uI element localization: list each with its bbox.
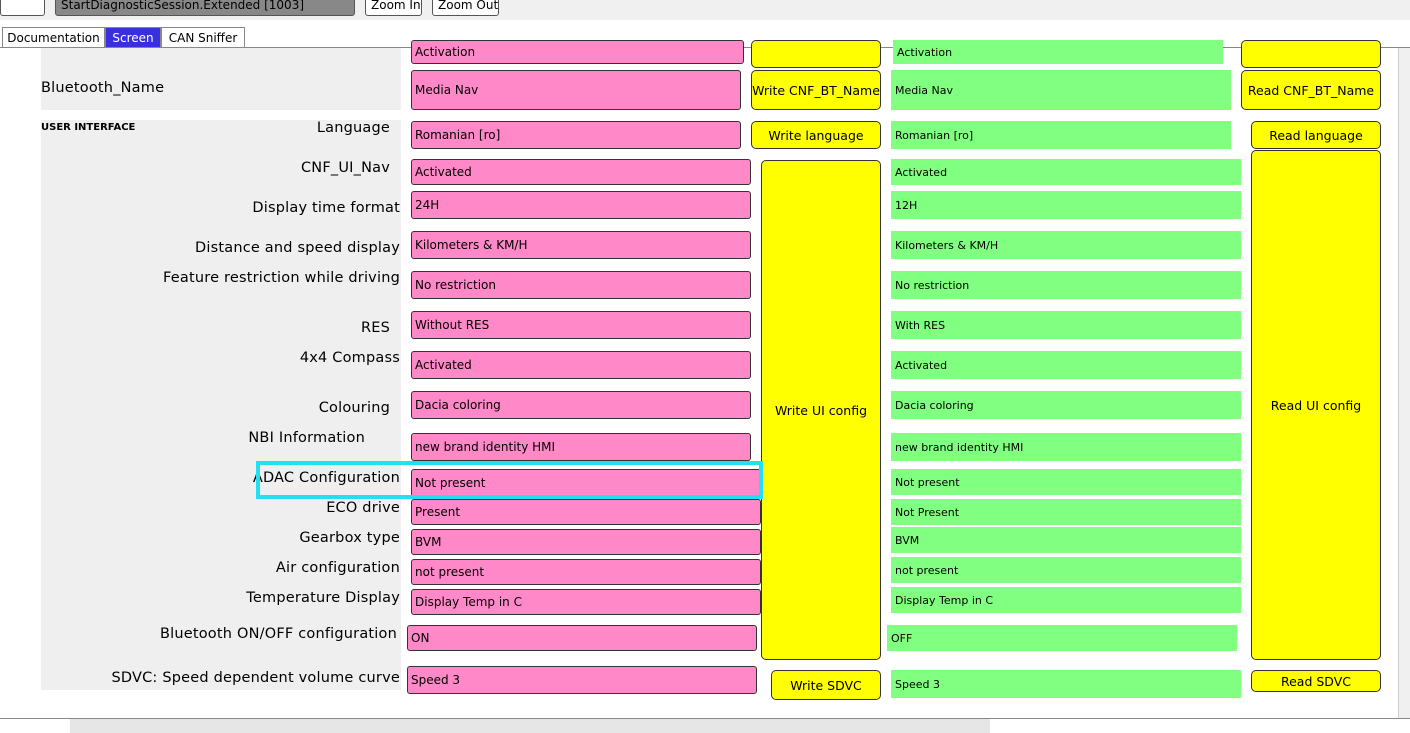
field-label: Display time format [252,200,400,216]
dropdown[interactable]: Present [411,499,761,525]
dropdown[interactable]: Activated [411,159,751,185]
read-value: Dacia coloring [891,391,1241,419]
read-value: Kilometers & KM/H [891,231,1241,259]
dropdown[interactable]: Media Nav [411,70,741,110]
zoom-out-button[interactable]: Zoom Out [432,0,499,16]
dropdown[interactable]: Speed 3 [407,666,757,694]
field-label: RES [360,320,390,336]
field-label: 4x4 Compass [299,350,400,366]
dropdown[interactable]: BVM [411,529,761,555]
dropdown[interactable]: Romanian [ro] [411,121,741,149]
field-label: Bluetooth ON/OFF configuration [159,626,397,642]
read-value: not present [891,557,1241,583]
tab-active[interactable]: Screen [105,27,161,48]
dropdown[interactable]: Display Temp in C [411,589,761,615]
dropdown[interactable]: No restriction [411,271,751,299]
field-label: ECO drive [326,500,400,516]
read-value: Activated [891,159,1241,185]
scrollbar[interactable] [1398,48,1410,718]
tab[interactable]: CAN Sniffer [161,27,245,48]
dropdown[interactable]: Activation [411,40,744,64]
label-panel [41,48,401,110]
read-value: With RES [891,311,1241,339]
read-value: Display Temp in C [891,587,1241,613]
horizontal-scrollbar[interactable] [70,719,990,733]
read-button[interactable]: Read SDVC [1251,670,1381,692]
highlight-box [256,461,763,499]
read-value: Romanian [ro] [891,121,1231,149]
session-dropdown[interactable]: StartDiagnosticSession.Extended [1003] [55,0,355,16]
dropdown[interactable]: 24H [411,191,751,219]
zoom-in-button[interactable]: Zoom In [365,0,422,16]
dropdown[interactable] [0,0,45,16]
dropdown[interactable]: Activated [411,351,751,379]
read-value: Media Nav [891,70,1231,110]
field-label: ADAC Configuration [252,470,400,486]
field-label: Gearbox type [299,530,400,546]
read-value: Speed 3 [891,670,1241,698]
read-button[interactable]: Read language [1251,121,1381,149]
read-value: No restriction [891,271,1241,299]
write-button[interactable]: Write SDVC [771,670,881,700]
dropdown[interactable]: not present [411,559,761,585]
read-button[interactable]: Read CNF_BT_Name [1241,70,1381,110]
read-value: 12H [891,191,1241,219]
field-label: Bluetooth_Name [41,80,165,96]
write-button[interactable]: Write UI config [761,160,881,660]
read-value: Not present [891,469,1241,495]
field-label: SDVC: Speed dependent volume curve [111,670,400,686]
read-value: BVM [891,527,1241,553]
dropdown[interactable]: Without RES [411,311,751,339]
field-label: Distance and speed display [195,240,400,256]
dropdown[interactable]: Kilometers & KM/H [411,231,751,259]
read-button[interactable]: Read UI config [1251,150,1381,660]
write-button[interactable]: Write language [751,121,881,149]
field-label: Air configuration [275,560,400,576]
tab[interactable]: Documentation [2,27,105,48]
read-value: Not Present [891,499,1241,525]
read-value: Activated [891,351,1241,379]
section-title: USER INTERFACE [41,122,136,133]
label-panel [41,120,401,690]
button[interactable] [751,40,881,68]
field-label: CNF_UI_Nav [300,160,390,176]
read-value: new brand identity HMI [891,433,1241,461]
read-value: OFF [887,625,1237,651]
field-label: Colouring [318,400,390,416]
field-label: NBI Information [248,430,365,446]
dropdown[interactable]: new brand identity HMI [411,433,751,461]
write-button[interactable]: Write CNF_BT_Name [751,70,881,110]
button[interactable] [1241,40,1381,68]
field-label: Temperature Display [246,590,400,606]
dropdown[interactable]: Dacia coloring [411,391,751,419]
field-label: Feature restriction while driving [163,270,400,286]
dropdown[interactable]: ON [407,625,757,651]
read-value: Activation [893,40,1223,64]
field-label: Language [316,120,390,136]
